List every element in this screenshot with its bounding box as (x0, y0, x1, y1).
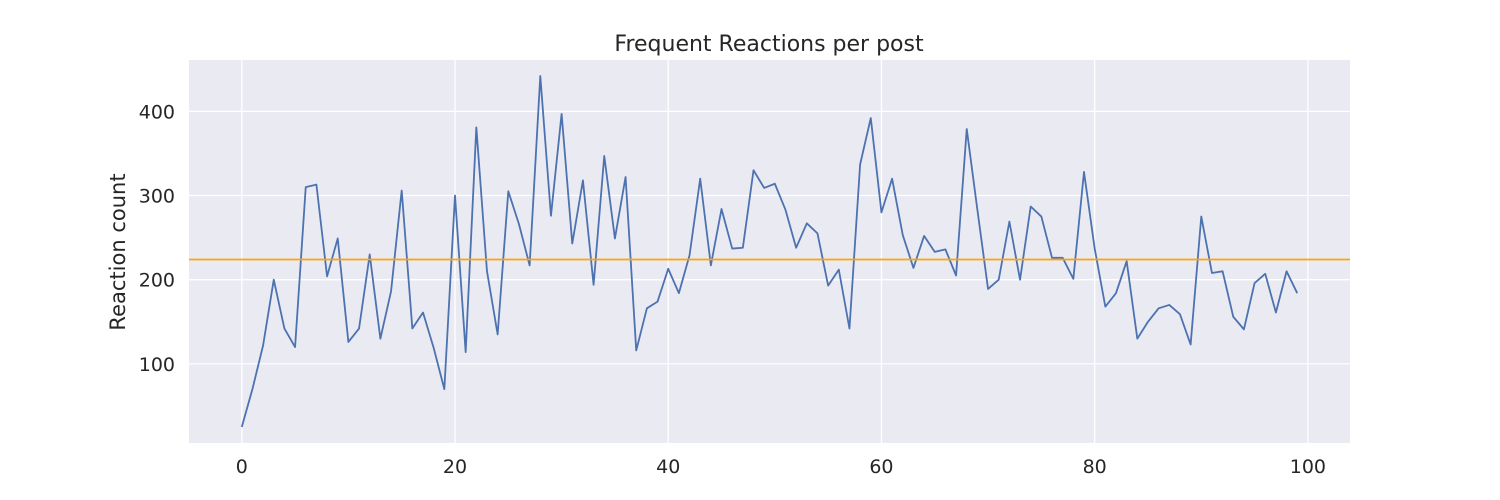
plot-background (189, 60, 1350, 443)
x-tick-labels: 0 20 40 60 80 100 (236, 456, 1326, 478)
y-tick-labels: 100 200 300 400 (139, 101, 175, 376)
x-tick-label: 40 (656, 456, 680, 478)
x-tick-label: 100 (1290, 456, 1326, 478)
x-tick-label: 20 (443, 456, 467, 478)
y-tick-label: 200 (139, 270, 175, 292)
y-gridlines (189, 110, 1350, 365)
y-axis-label: Reaction count (106, 173, 130, 330)
y-tick-label: 100 (139, 354, 175, 376)
y-tick-label: 300 (139, 186, 175, 208)
x-tick-label: 60 (869, 456, 893, 478)
chart-title: Frequent Reactions per post (614, 32, 924, 57)
x-tick-label: 0 (236, 456, 248, 478)
y-tick-label: 400 (139, 101, 175, 123)
series-line (240, 75, 1299, 428)
x-tick-label: 80 (1083, 456, 1107, 478)
